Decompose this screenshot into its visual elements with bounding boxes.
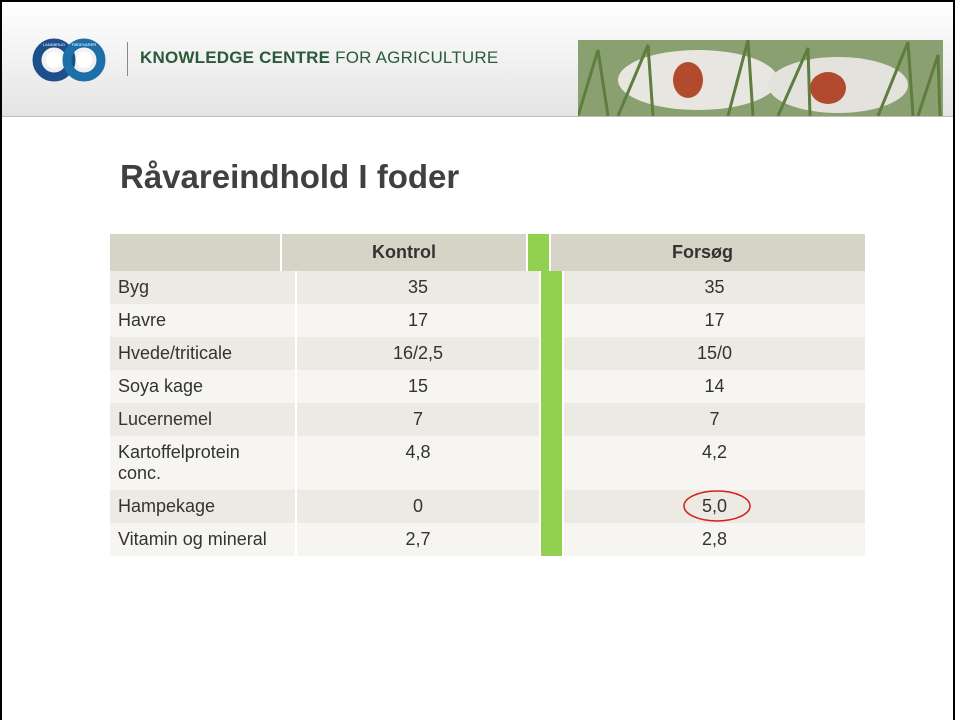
cell: 4,8: [295, 436, 539, 490]
cell-text: 5,0: [702, 496, 727, 517]
divider: [539, 370, 562, 403]
logo-text: FØDEVARER: [72, 42, 97, 47]
cell: 5,0: [562, 490, 865, 523]
highlight-ellipse: [682, 489, 752, 523]
cell-text: 4,2: [702, 442, 727, 463]
row-label: Lucernemel: [110, 403, 295, 436]
table-row: Kartoffelprotein conc.4,8 4,2: [110, 436, 865, 490]
cell-text: 14: [705, 376, 725, 397]
cell: 17: [562, 304, 865, 337]
logo: LANDBRUG FØDEVARER: [32, 30, 142, 90]
divider: [539, 304, 562, 337]
row-label: Hvede/triticale: [110, 337, 295, 370]
cell-text: 15/0: [697, 343, 732, 364]
brand: KNOWLEDGE CENTRE FOR AGRICULTURE: [140, 48, 498, 68]
slide-title: Råvareindhold I foder: [120, 158, 459, 196]
header-cell: [110, 234, 280, 271]
separator: [127, 42, 128, 76]
divider: [539, 271, 562, 304]
header-row: Kontrol Forsøg: [110, 234, 865, 271]
brand-bold: KNOWLEDGE CENTRE: [140, 48, 330, 67]
row-label: Hampekage: [110, 490, 295, 523]
row-label: Byg: [110, 271, 295, 304]
cell: 16/2,5: [295, 337, 539, 370]
row-label: Soya kage: [110, 370, 295, 403]
divider: [539, 436, 562, 490]
brand-rest: FOR AGRICULTURE: [335, 48, 498, 67]
cell: 14: [562, 370, 865, 403]
ellipse: [684, 491, 750, 521]
cell: 2,8: [562, 523, 865, 556]
cell: 0: [295, 490, 539, 523]
logo-text: LANDBRUG: [43, 42, 65, 47]
cell-text: 7: [710, 409, 720, 430]
slide: LANDBRUG FØDEVARER KNOWLEDGE CENTRE FOR …: [0, 0, 955, 720]
header-cell: Kontrol: [280, 234, 526, 271]
cell: 15: [295, 370, 539, 403]
cell: 7: [562, 403, 865, 436]
cell-text: 2,8: [702, 529, 727, 550]
cell: 35: [295, 271, 539, 304]
cell: 7: [295, 403, 539, 436]
cell: 17: [295, 304, 539, 337]
row-label: Kartoffelprotein conc.: [110, 436, 295, 490]
divider: [539, 337, 562, 370]
photo: [578, 40, 943, 116]
cell: 4,2: [562, 436, 865, 490]
cell: 2,7: [295, 523, 539, 556]
divider: [539, 403, 562, 436]
header-cell: Forsøg: [549, 234, 854, 271]
cell-text: 17: [705, 310, 725, 331]
row-label: Havre: [110, 304, 295, 337]
cell: 35: [562, 271, 865, 304]
header-band: LANDBRUG FØDEVARER KNOWLEDGE CENTRE FOR …: [2, 2, 953, 117]
divider: [526, 234, 549, 271]
cell-text: 35: [705, 277, 725, 298]
divider: [539, 490, 562, 523]
row-label: Vitamin og mineral: [110, 523, 295, 556]
divider: [539, 523, 562, 556]
cell: 15/0: [562, 337, 865, 370]
